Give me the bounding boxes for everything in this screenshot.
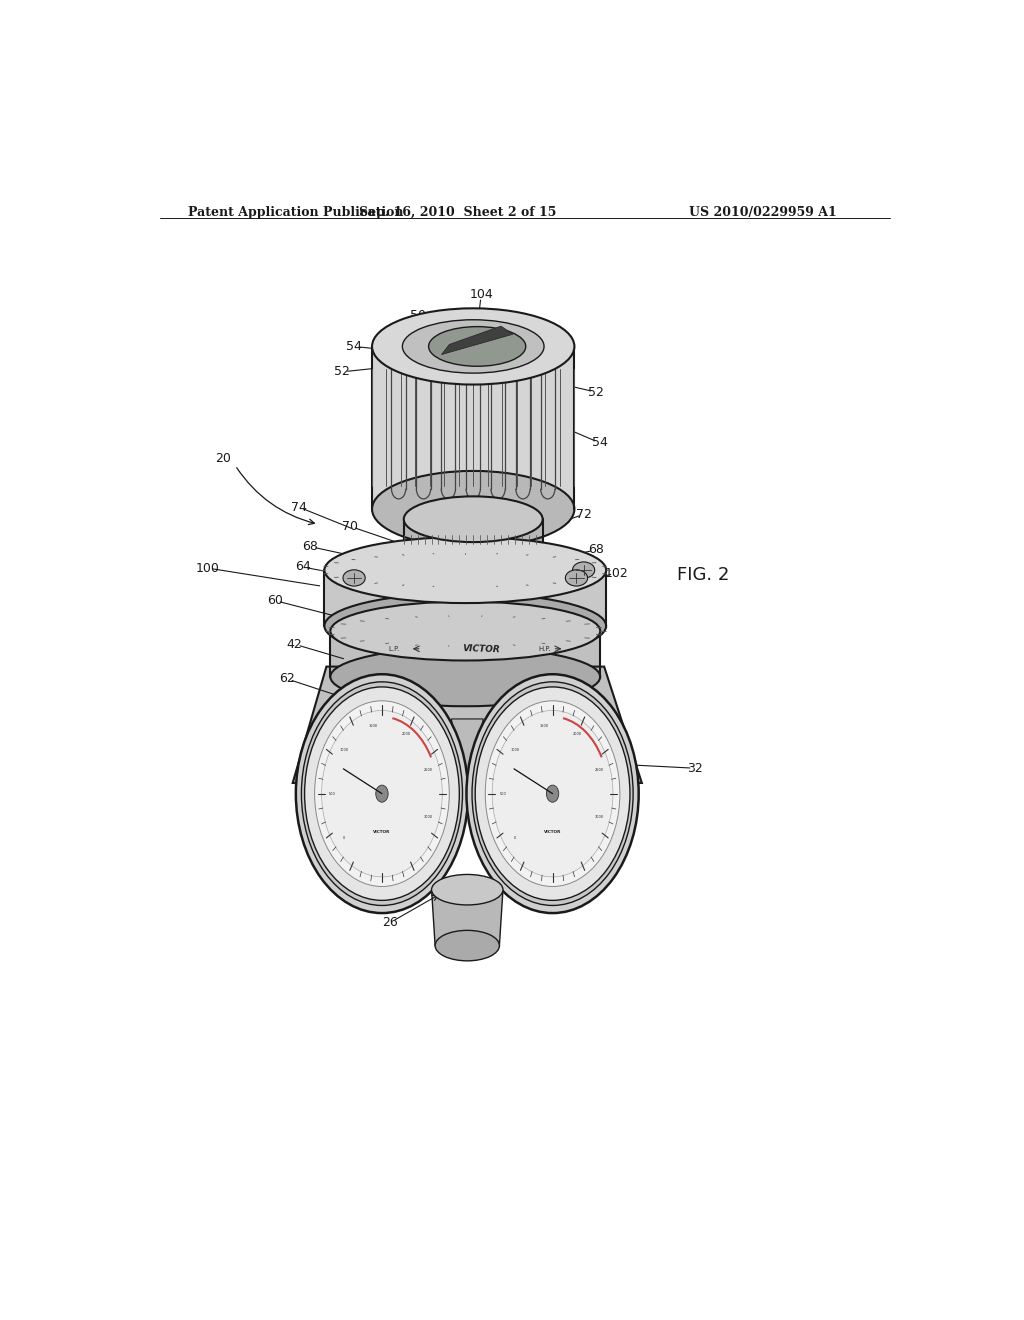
Text: 3000: 3000 (595, 814, 603, 818)
Ellipse shape (325, 537, 606, 603)
Polygon shape (325, 570, 606, 626)
Text: 70: 70 (342, 520, 358, 533)
Ellipse shape (331, 602, 600, 660)
Text: 500: 500 (500, 792, 507, 796)
Text: 1000: 1000 (510, 747, 519, 752)
Text: 30: 30 (528, 874, 545, 887)
Text: 2500: 2500 (424, 768, 433, 772)
Ellipse shape (485, 701, 620, 887)
Ellipse shape (431, 874, 503, 906)
Ellipse shape (403, 496, 543, 543)
Ellipse shape (429, 326, 525, 366)
Ellipse shape (402, 319, 544, 374)
Polygon shape (441, 326, 513, 355)
Text: VICTOR: VICTOR (374, 830, 390, 834)
Ellipse shape (493, 710, 613, 876)
Ellipse shape (403, 537, 543, 582)
Ellipse shape (547, 785, 559, 803)
Text: 1000: 1000 (340, 747, 348, 752)
Text: 2000: 2000 (402, 733, 412, 737)
Ellipse shape (472, 682, 633, 906)
Text: 20: 20 (215, 451, 231, 465)
Ellipse shape (304, 686, 460, 900)
Ellipse shape (565, 570, 588, 586)
Text: 54: 54 (346, 341, 362, 352)
Text: 104: 104 (469, 288, 493, 301)
Ellipse shape (301, 682, 463, 906)
Text: 102: 102 (604, 566, 628, 579)
Text: 52: 52 (334, 366, 350, 379)
Ellipse shape (475, 686, 630, 900)
Text: VICTOR: VICTOR (462, 644, 500, 653)
Text: 62: 62 (279, 672, 295, 685)
Text: 26: 26 (382, 916, 397, 929)
Text: 1500: 1500 (369, 725, 378, 729)
Text: US 2010/0229959 A1: US 2010/0229959 A1 (689, 206, 837, 219)
Ellipse shape (325, 593, 606, 659)
Text: 52: 52 (588, 385, 604, 399)
Polygon shape (452, 719, 483, 814)
Text: 2500: 2500 (595, 768, 603, 772)
Text: 66: 66 (581, 803, 596, 816)
Text: 42: 42 (287, 638, 302, 651)
Text: 32: 32 (687, 762, 703, 775)
Text: Sep. 16, 2010  Sheet 2 of 15: Sep. 16, 2010 Sheet 2 of 15 (358, 206, 556, 219)
Text: 28: 28 (370, 462, 386, 475)
Polygon shape (331, 631, 600, 677)
Ellipse shape (296, 675, 468, 913)
Text: H.P.: H.P. (539, 645, 551, 652)
Text: Patent Application Publication: Patent Application Publication (187, 206, 403, 219)
Polygon shape (431, 890, 503, 945)
Text: L.P.: L.P. (388, 645, 399, 652)
Text: 72: 72 (577, 508, 592, 520)
Text: 100: 100 (196, 561, 219, 574)
Text: 0: 0 (343, 836, 345, 840)
Text: 50: 50 (410, 309, 426, 322)
Text: 0: 0 (513, 836, 516, 840)
Ellipse shape (376, 785, 388, 803)
Text: VICTOR: VICTOR (544, 830, 561, 834)
Text: 60: 60 (267, 594, 283, 607)
Ellipse shape (331, 647, 600, 706)
Ellipse shape (572, 562, 595, 578)
Text: 66: 66 (306, 833, 323, 846)
Text: 40: 40 (338, 869, 354, 882)
Text: 1500: 1500 (540, 725, 549, 729)
Text: 68: 68 (302, 540, 318, 553)
Text: 54: 54 (592, 437, 608, 450)
Text: 3000: 3000 (424, 814, 433, 818)
Polygon shape (372, 346, 574, 510)
Polygon shape (293, 667, 642, 783)
Text: 500: 500 (329, 792, 336, 796)
Ellipse shape (467, 675, 639, 913)
Text: 64: 64 (295, 561, 310, 573)
Text: 74: 74 (291, 500, 306, 513)
Polygon shape (403, 519, 543, 560)
Text: 68: 68 (588, 544, 604, 556)
Ellipse shape (372, 471, 574, 548)
Ellipse shape (372, 309, 574, 384)
Ellipse shape (314, 701, 450, 887)
Ellipse shape (322, 710, 442, 876)
Ellipse shape (343, 570, 366, 586)
Ellipse shape (435, 931, 500, 961)
Text: FIG. 2: FIG. 2 (677, 566, 729, 585)
Text: 2000: 2000 (572, 733, 582, 737)
